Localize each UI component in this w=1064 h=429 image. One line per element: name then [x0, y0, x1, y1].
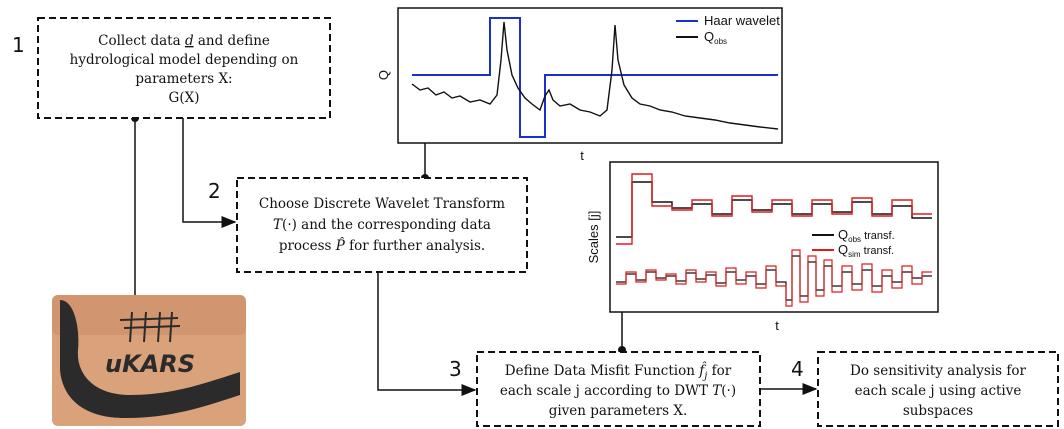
y-axis-label: Scales [j] — [586, 211, 601, 264]
step-text: parameters X: — [135, 71, 232, 87]
step-text: Define Data Misfit Function f̂j for — [505, 362, 732, 382]
step-text: T(·) and the corresponding data — [273, 217, 491, 233]
legend-label: Haar wavelet — [704, 13, 780, 28]
step-text: each scale j using active — [855, 383, 1022, 399]
step-text: Collect data d and define — [98, 33, 270, 49]
x-axis-label: t — [580, 148, 584, 163]
qobs-curve — [411, 21, 779, 130]
step-box — [817, 351, 1059, 427]
plot-frame — [609, 161, 939, 313]
step-text: subspaces — [903, 403, 973, 419]
qsim-transf-curve — [616, 173, 932, 245]
step-3: 3 Define Data Misfit Function f̂j for ea… — [449, 351, 761, 427]
step-1: 1 Collect data d and define hydrological… — [12, 17, 331, 119]
step-number: 1 — [12, 33, 25, 57]
logo: uKARS — [52, 295, 246, 426]
haar-curve — [412, 17, 778, 138]
qsim-transf-curve — [616, 249, 932, 307]
legend-label: Qobs transf. — [838, 227, 895, 244]
step-text: Choose Discrete Wavelet Transform — [259, 196, 505, 212]
legend-label: Qsim transf. — [838, 242, 894, 259]
logo-river — [60, 300, 240, 418]
step-box — [476, 351, 761, 427]
step-2: 2 Choose Discrete Wavelet Transform T(·)… — [208, 177, 528, 273]
y-axis-label: Q — [376, 70, 391, 80]
step-box — [236, 177, 528, 273]
plot-scales: Scales [j] t Qobs transf. Qsim transf. — [586, 161, 939, 333]
x-axis-label: t — [775, 318, 779, 333]
step-text: each scale j according to DWT T(·) — [500, 383, 736, 399]
step-text: process P̂ for further analysis. — [279, 238, 485, 254]
step-text: hydrological model depending on — [70, 52, 299, 68]
plot-haar: Q t Haar wavelet Qobs — [376, 7, 783, 163]
qobs-transf-curve — [616, 255, 932, 301]
logo-text: uKARS — [105, 350, 195, 378]
step-number: 4 — [791, 357, 804, 381]
step-box — [37, 17, 331, 119]
legend-label: Qobs — [704, 29, 727, 46]
step-number: 3 — [449, 357, 462, 381]
step-4: 4 Do sensitivity analysis for each scale… — [791, 351, 1059, 427]
step-number: 2 — [208, 179, 221, 203]
step-text: Do sensitivity analysis for — [850, 363, 1026, 379]
connectors — [131, 114, 818, 396]
step-text: given parameters X. — [549, 403, 688, 419]
step-text: G(X) — [169, 90, 200, 106]
